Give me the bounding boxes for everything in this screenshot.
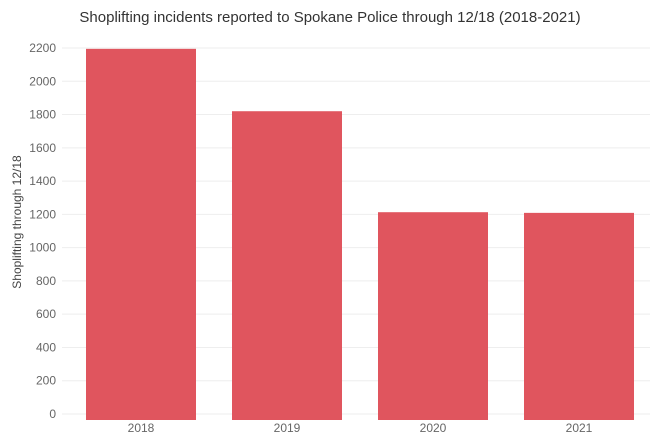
y-tick-label: 600 bbox=[36, 307, 56, 321]
y-tick-label: 400 bbox=[36, 340, 56, 354]
bar-2021 bbox=[524, 212, 634, 420]
bar-2018 bbox=[86, 48, 196, 420]
x-tick-label: 2021 bbox=[566, 421, 593, 435]
y-tick-label: 1000 bbox=[29, 241, 56, 255]
y-tick-label: 1600 bbox=[29, 141, 56, 155]
x-tick-label: 2018 bbox=[128, 421, 155, 435]
y-tick-label: 1200 bbox=[29, 207, 56, 221]
chart-title: Shoplifting incidents reported to Spokan… bbox=[79, 9, 580, 26]
y-tick-label: 200 bbox=[36, 374, 56, 388]
x-tick-label: 2020 bbox=[420, 421, 447, 435]
y-tick-label: 2000 bbox=[29, 74, 56, 88]
y-axis-label: Shoplifting through 12/18 bbox=[10, 155, 24, 289]
y-tick-label: 2200 bbox=[29, 41, 56, 55]
y-tick-label: 1400 bbox=[29, 174, 56, 188]
y-tick-label: 1800 bbox=[29, 108, 56, 122]
y-tick-label: 0 bbox=[49, 407, 56, 421]
bars bbox=[86, 48, 634, 420]
bar-2019 bbox=[232, 111, 342, 420]
y-axis-ticks: 0 200 400 600 800 1000 1200 1400 1600 1800 2000 220… bbox=[29, 41, 56, 421]
x-axis-ticks: 2018 2019 2020 2021 bbox=[128, 421, 593, 435]
x-tick-label: 2019 bbox=[274, 421, 301, 435]
y-tick-label: 800 bbox=[36, 274, 56, 288]
bar-2020 bbox=[378, 212, 488, 420]
